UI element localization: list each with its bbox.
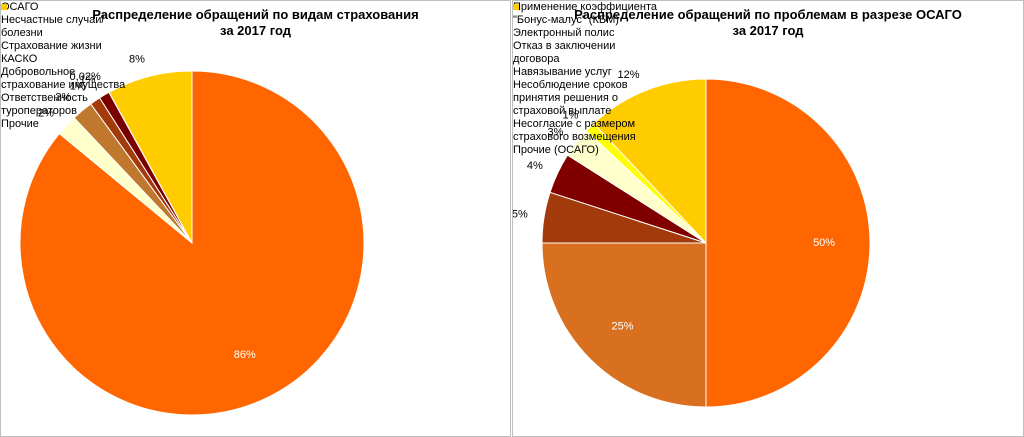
legend-label: Навязывание услуг: [513, 66, 612, 78]
legend-item: Страхование жизни: [1, 4, 126, 53]
pie-slice: [108, 70, 193, 244]
legend-item: Несоблюдение сроков принятия решения о с…: [513, 4, 663, 118]
chart: 50% 25% 5% 4% 3% 1% 12%: [513, 69, 871, 408]
legend-label: Применение коэффициента "Бонус-малус" (К…: [513, 1, 658, 26]
legend-item: Применение коэффициента "Бонус-малус" (К…: [513, 1, 663, 27]
data-label: 25%: [611, 320, 633, 332]
legend-item: Отказ в заключении договора: [513, 4, 663, 66]
legend-label: Прочие (ОСАГО): [513, 144, 599, 156]
chart-title: Распределение обращений по видам страхов…: [92, 7, 419, 38]
data-label: 2%: [38, 108, 54, 120]
legend-label: Прочие: [1, 118, 39, 130]
legend-item: Несогласие с размером страхового возмеще…: [513, 4, 663, 144]
data-label: 4%: [527, 160, 543, 172]
data-label: 86%: [234, 349, 256, 361]
legend-label: Электронный полис: [513, 27, 615, 39]
chart-title: Распределение обращений по проблемам в р…: [574, 7, 962, 38]
legend-swatch: [513, 4, 519, 10]
legend-label: ОСАГО: [1, 1, 39, 13]
legend-item: Прочие: [1, 4, 126, 131]
data-label: 1%: [70, 81, 86, 93]
legend: Применение коэффициента "Бонус-малус" (К…: [513, 1, 663, 157]
legend-label: Добровольное страхование имущества: [1, 66, 126, 91]
legend-label: Несчастные случаи/болезни: [1, 14, 105, 39]
chart: 86%2%2%1%1%0,02%8%: [19, 54, 365, 416]
legend-swatch: [1, 4, 7, 10]
legend-label: Страхование жизни: [1, 40, 102, 52]
pie-slice: [541, 242, 707, 408]
legend-item: КАСКО: [1, 4, 126, 66]
legend-item: Электронный полис: [513, 4, 663, 40]
data-label: 8%: [129, 54, 145, 66]
data-label: 3%: [548, 126, 564, 138]
legend-label: КАСКО: [1, 53, 38, 65]
data-label: 0,02%: [70, 71, 101, 83]
legend-item: ОСАГО: [1, 1, 126, 14]
data-label: 12%: [618, 69, 640, 81]
legend: ОСАГО Несчастные случаи/болезни Страховани…: [1, 1, 126, 131]
legend-label: Отказ в заключении договора: [513, 40, 616, 65]
legend-label: Несогласие с размером страхового возмеще…: [513, 118, 636, 143]
legend-item: Ответственность туроператоров: [1, 4, 126, 118]
chart-panel: Распределение обращений по проблемам в р…: [512, 0, 1024, 437]
data-label: 2%: [55, 91, 71, 103]
legend-label: Несоблюдение сроков принятия решения о с…: [513, 79, 628, 117]
pie-slice: [593, 78, 707, 245]
legend-item: Несчастные случаи/болезни: [1, 4, 126, 40]
chart-panel: Распределение обращений по видам страхов…: [0, 0, 511, 437]
data-label: 1%: [563, 109, 579, 121]
legend-label: Ответственность туроператоров: [1, 92, 88, 117]
legend-item: Прочие (ОСАГО): [513, 4, 663, 157]
data-label: 50%: [813, 237, 835, 249]
data-label: 5%: [513, 209, 528, 221]
pie-slice: [705, 78, 871, 408]
legend-item: Навязывание услуг: [513, 4, 663, 79]
data-label: 1%: [80, 74, 96, 86]
legend-item: Добровольное страхование имущества: [1, 4, 126, 92]
